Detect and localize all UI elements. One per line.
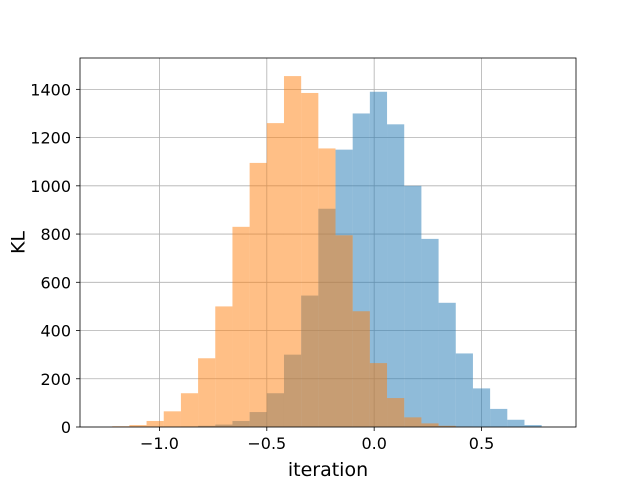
histogram-bar: [524, 425, 542, 427]
histogram-bar: [318, 148, 336, 428]
histogram-bar: [198, 358, 216, 427]
histogram-bar: [455, 353, 473, 427]
y-tick-label: 200: [40, 370, 71, 389]
axis-ticks: −1.0 −0.5 0.0 0.5 0 200 400 600 800 1000 1200 1400: [30, 80, 494, 453]
y-tick-label: 600: [40, 273, 71, 292]
y-tick-label: 0: [61, 418, 71, 437]
x-tick-label: −0.5: [247, 434, 286, 453]
histogram-bar: [472, 388, 491, 427]
x-axis-label: iteration: [288, 459, 368, 480]
histogram-bar: [129, 425, 147, 427]
histogram-bar: [266, 123, 284, 427]
histogram-bar: [404, 185, 422, 427]
histogram-bar: [387, 124, 405, 427]
histogram-bars: [112, 76, 542, 428]
histogram-bar: [387, 398, 405, 427]
histogram-bar: [421, 238, 439, 427]
y-tick-label: 1400: [30, 80, 71, 99]
plot-frame: [79, 57, 577, 428]
x-tick-label: −1.0: [140, 434, 179, 453]
histogram-bar: [146, 420, 164, 427]
histogram-bar: [369, 363, 388, 427]
y-axis-label: KL: [8, 231, 30, 254]
y-tick-label: 1000: [30, 177, 71, 196]
histogram-bar: [490, 408, 508, 427]
y-tick-label: 1200: [30, 129, 71, 148]
histogram-bar: [421, 423, 439, 427]
histogram-bar: [301, 92, 319, 428]
histogram-bar: [215, 306, 233, 427]
x-tick-label: 0.5: [469, 434, 494, 453]
histogram-bar: [163, 411, 181, 427]
histogram-bar: [335, 235, 353, 427]
histogram-bar: [232, 226, 250, 427]
histogram-bar: [352, 311, 370, 427]
histogram-bar: [404, 417, 422, 427]
histogram-bar: [369, 91, 388, 427]
histogram-bar: [507, 419, 525, 427]
series-2-bars: [112, 76, 473, 428]
histogram-bar: [180, 393, 199, 427]
histogram-bar: [249, 162, 267, 428]
y-tick-label: 400: [40, 322, 71, 341]
histogram-bar: [438, 425, 456, 427]
x-tick-label: 0.0: [361, 434, 386, 453]
y-tick-label: 800: [40, 225, 71, 244]
histogram-bar: [283, 76, 302, 428]
histogram-bar: [438, 302, 456, 427]
